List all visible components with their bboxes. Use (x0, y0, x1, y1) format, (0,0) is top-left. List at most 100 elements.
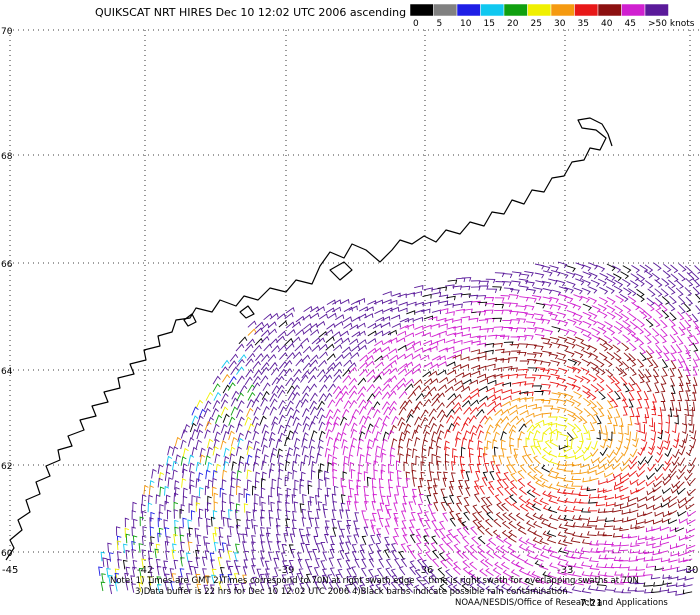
wind-barb (465, 487, 471, 497)
wind-barb (309, 400, 317, 410)
wind-barb (596, 383, 605, 392)
latitude-label: 62 (1, 462, 12, 472)
wind-barb (571, 383, 581, 392)
wind-barb (479, 415, 488, 424)
wind-barb (340, 298, 350, 305)
wind-barb (493, 518, 502, 528)
wind-barb (660, 557, 671, 563)
wind-barb (437, 361, 447, 367)
wind-barb (572, 505, 583, 512)
wind-barb (196, 429, 204, 440)
wind-barb (535, 280, 545, 287)
wind-barb (494, 358, 505, 363)
wind-barb (541, 464, 551, 473)
wind-barb (460, 577, 469, 587)
wind-barb (622, 334, 631, 343)
wind-barb (294, 453, 301, 464)
wind-barb (239, 384, 248, 394)
wind-barb (644, 264, 654, 273)
wind-barb (432, 485, 438, 495)
wind-barb (511, 280, 521, 286)
wind-barb (469, 453, 474, 463)
wind-barb (533, 287, 543, 294)
wind-barb (675, 591, 685, 596)
wind-barb (204, 550, 210, 560)
wind-barb (685, 367, 691, 377)
wind-barb (518, 311, 528, 317)
wind-barb (446, 400, 455, 409)
wind-barb (132, 560, 138, 570)
wind-barb (556, 352, 567, 359)
wind-barb (363, 526, 369, 536)
wind-barb (463, 308, 473, 314)
wind-barb (356, 330, 366, 337)
wind-barb (422, 293, 432, 299)
wind-barb (477, 365, 487, 371)
wind-barb (335, 397, 344, 407)
wind-barb (451, 461, 456, 471)
wind-barb (439, 308, 449, 313)
wind-barb (566, 265, 576, 272)
wind-barb (401, 527, 407, 537)
wind-barb (501, 502, 509, 512)
wind-barb (178, 583, 184, 593)
wind-barb (189, 470, 195, 481)
wind-barb (389, 447, 396, 457)
wind-barb (526, 321, 536, 327)
wind-barb (238, 492, 244, 503)
wind-barb (385, 558, 392, 568)
wind-barb (157, 477, 163, 488)
wind-barb (655, 297, 663, 306)
wind-barb (290, 549, 296, 559)
wind-barb (605, 501, 616, 507)
latitude-label: 68 (1, 152, 13, 162)
wind-barb (436, 409, 445, 418)
wind-barb (220, 423, 228, 434)
wind-barb (684, 391, 690, 401)
wind-barb (406, 544, 413, 554)
wind-barb (319, 374, 328, 383)
wind-barb (661, 401, 666, 411)
wind-barb (301, 437, 308, 448)
wind-barb (417, 552, 424, 562)
wind-barb (254, 455, 261, 465)
wind-barb (613, 525, 623, 531)
wind-barb (388, 348, 398, 355)
wind-barb (461, 385, 471, 393)
wind-barb (603, 335, 613, 344)
wind-barb (637, 446, 645, 456)
wind-barb (251, 398, 260, 408)
wind-barb (370, 534, 375, 545)
wind-barb (524, 270, 534, 277)
wind-barb (174, 454, 181, 464)
wind-barb (196, 534, 202, 545)
wind-barb (610, 563, 621, 568)
wind-barb (326, 487, 332, 498)
wind-barb (205, 391, 214, 401)
wind-barb (230, 397, 239, 407)
wind-barb (509, 310, 519, 316)
wind-barb (180, 429, 188, 439)
wind-barb (636, 325, 645, 335)
wind-barb (446, 326, 456, 331)
wind-barb (509, 479, 518, 489)
wind-barb (521, 454, 528, 465)
wind-barb (495, 584, 505, 593)
wind-barb (253, 422, 261, 432)
wind-barb (351, 468, 356, 479)
wind-barb (479, 280, 490, 286)
wind-barb (251, 549, 256, 559)
wind-barb (264, 560, 270, 570)
wind-barb (204, 508, 210, 519)
wind-barb (291, 494, 297, 504)
wind-barb (429, 569, 437, 579)
wind-barb (391, 415, 399, 425)
wind-barb (374, 330, 384, 337)
wind-barb (428, 316, 438, 321)
wind-barb (471, 370, 481, 376)
wind-barb (332, 445, 339, 456)
wind-barb (643, 390, 649, 401)
wind-barb (220, 406, 229, 416)
wind-barb (587, 506, 598, 512)
wind-barb (366, 383, 375, 392)
